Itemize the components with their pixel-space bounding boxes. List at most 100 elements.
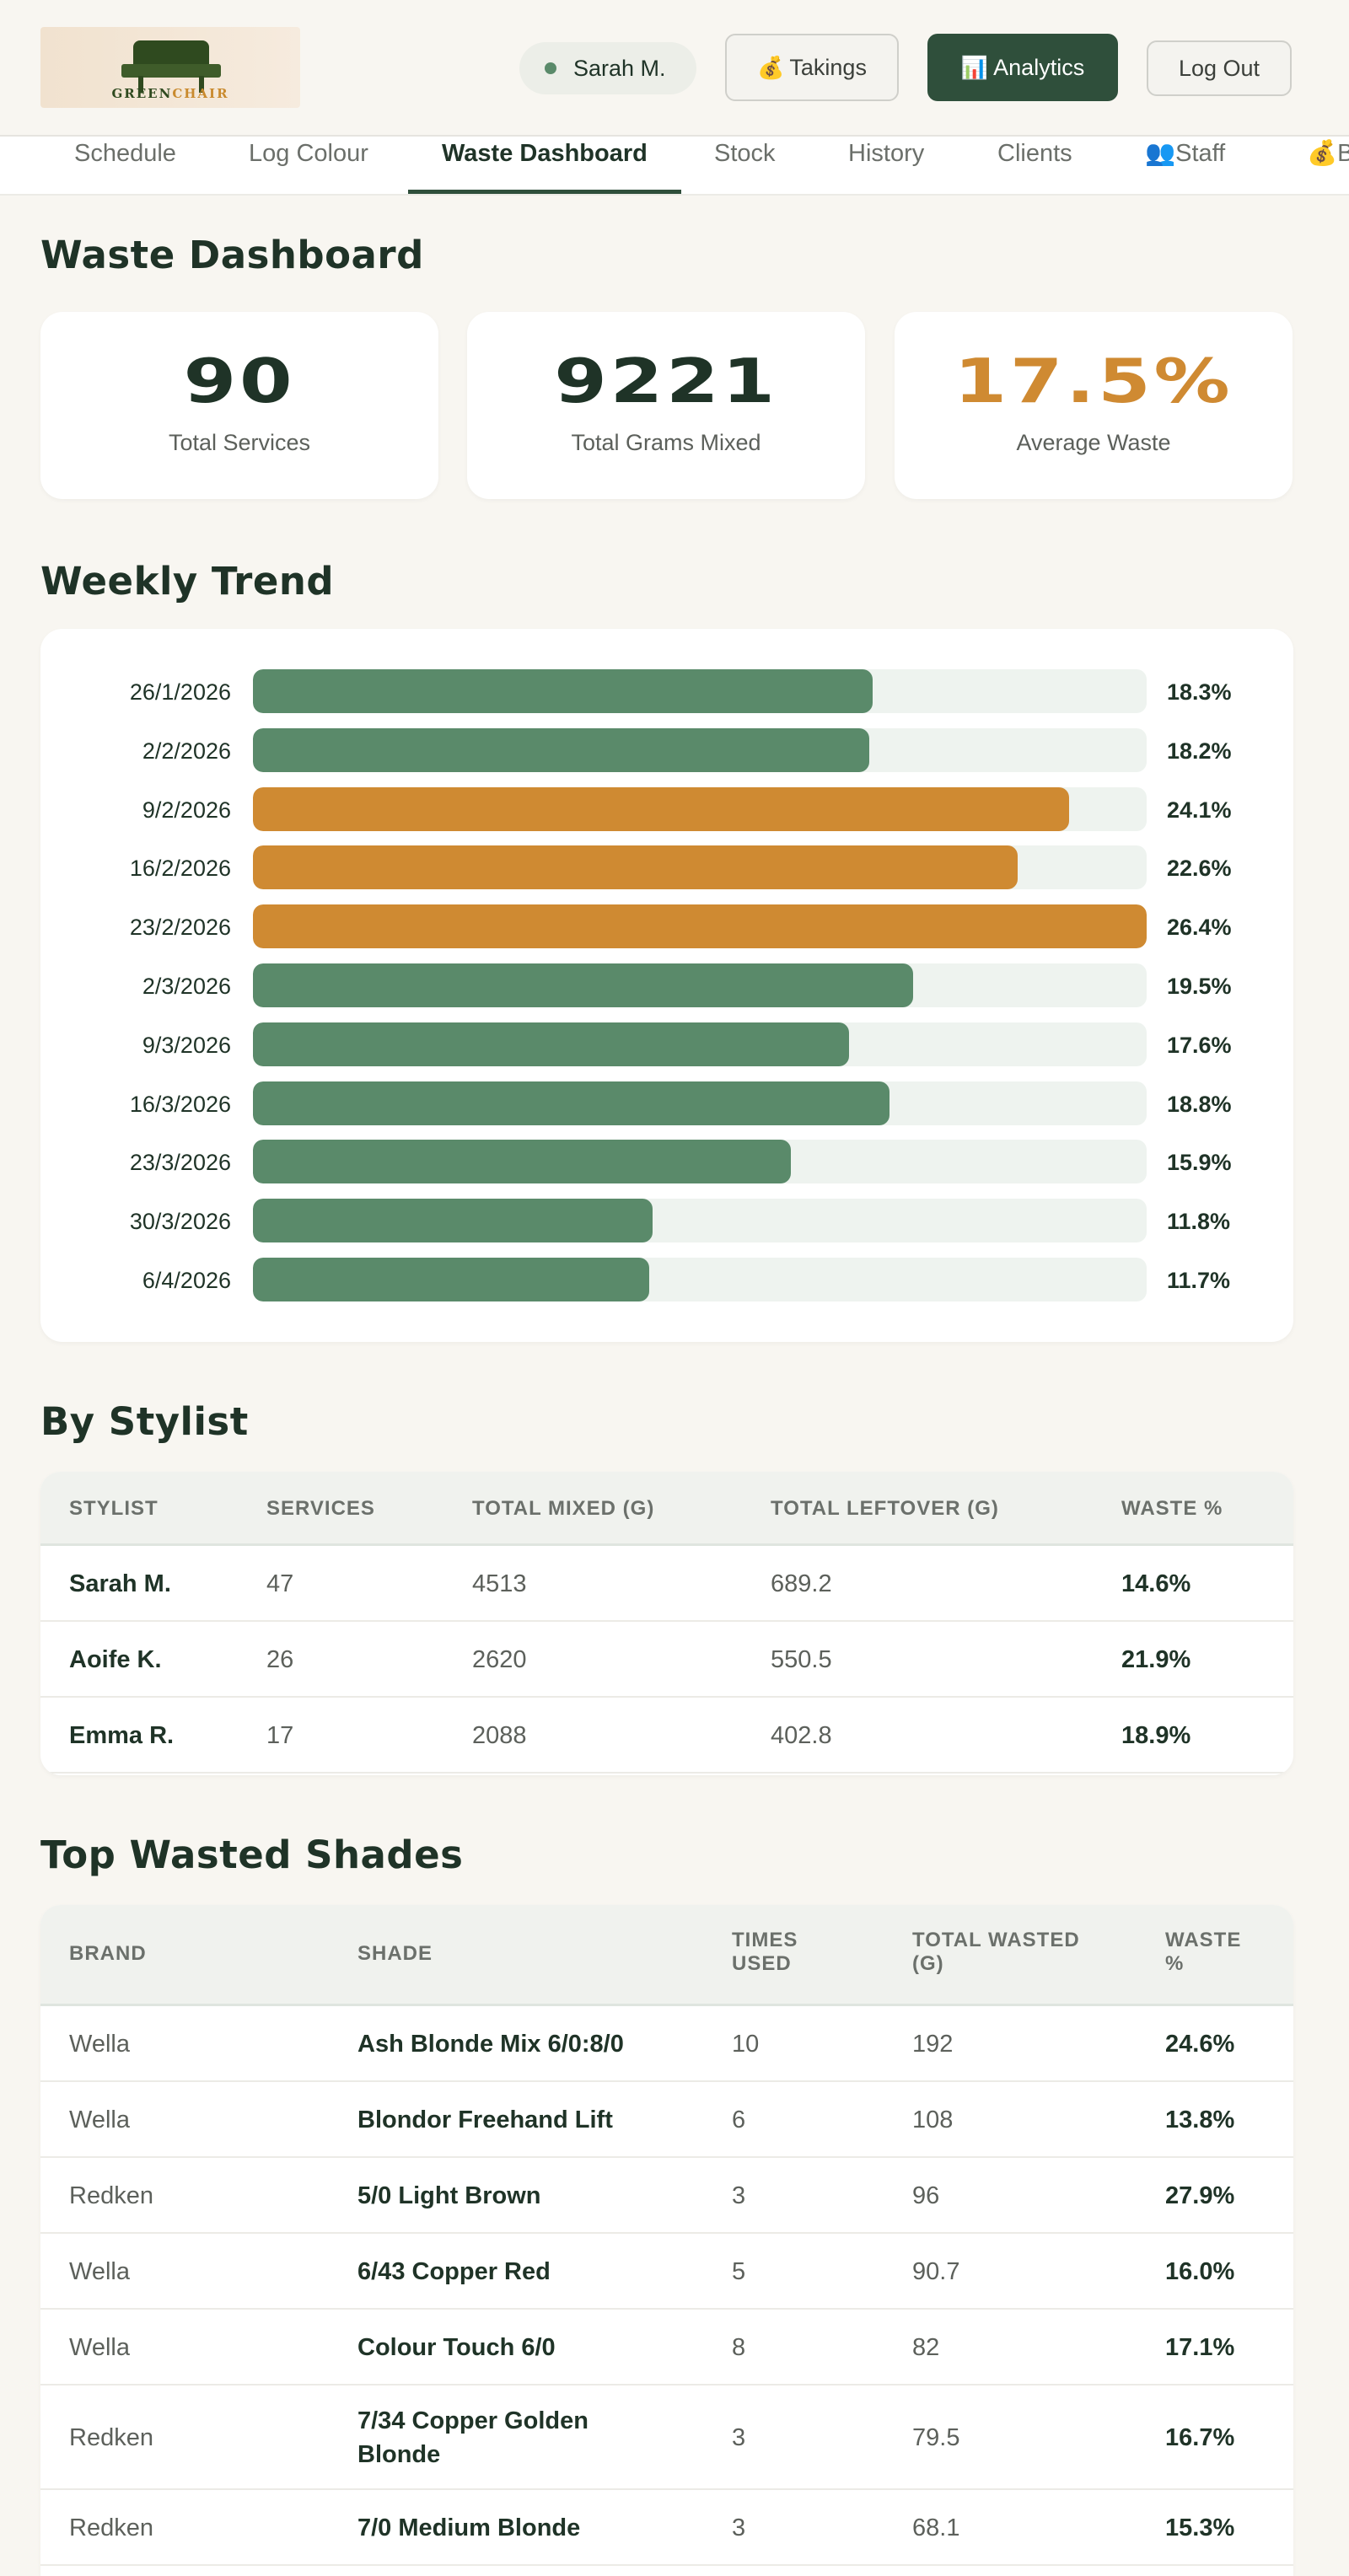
trend-row: 30/3/2026 11.8%	[40, 1199, 1293, 1243]
table-row[interactable]: Wella 6/43 Copper Red 5 90.7 16.0%	[40, 2234, 1293, 2310]
table-cell: Wella	[69, 2334, 130, 2361]
column-header[interactable]: SHADE	[357, 1942, 433, 1965]
user-badge: Sarah M.	[519, 42, 696, 94]
table-cell: 82	[912, 2334, 940, 2361]
nav-tabs: Schedule Log Colour Waste Dashboard Stoc…	[0, 137, 1349, 196]
trend-bar	[253, 1140, 792, 1184]
analytics-button[interactable]: 📊 Analytics	[927, 34, 1118, 101]
tab-schedule[interactable]: Schedule	[74, 137, 176, 194]
column-header[interactable]: WASTE %	[1165, 1929, 1242, 1975]
tab-history[interactable]: History	[848, 137, 924, 194]
table-cell: 16.7%	[1165, 2424, 1235, 2451]
trend-value-label: 26.4%	[1167, 915, 1232, 941]
trend-value-label: 18.2%	[1167, 738, 1232, 764]
column-header[interactable]: SERVICES	[266, 1497, 375, 1520]
column-header[interactable]: TOTAL MIXED (G)	[472, 1497, 655, 1520]
table-row[interactable]: Wella Colour Touch 6/0 8 82 17.1%	[40, 2310, 1293, 2385]
table-cell: 108	[912, 2106, 954, 2133]
table-cell: 5/0 Light Brown	[357, 2182, 541, 2209]
table-cell: Emma R.	[69, 1722, 175, 1749]
trend-week-label: 6/4/2026	[142, 1268, 231, 1293]
table-cell: 26	[266, 1646, 294, 1673]
by-stylist-title: By Stylist	[40, 1399, 249, 1444]
green-chair-logo[interactable]: GREENCHAIR	[40, 27, 300, 108]
column-header[interactable]: TIMES USED	[732, 1929, 798, 1975]
table-row[interactable]: Wella Blondor Freehand Lift 6 108 13.8%	[40, 2082, 1293, 2158]
app-header: GREENCHAIR Sarah M. 💰 Takings 📊 Analytic…	[0, 0, 1349, 137]
trend-row: 16/3/2026 18.8%	[40, 1081, 1293, 1125]
trend-value-label: 11.8%	[1167, 1209, 1231, 1235]
trend-row: 9/3/2026 17.6%	[40, 1022, 1293, 1066]
trend-bar-track	[253, 1022, 1147, 1066]
table-cell: 3	[732, 2424, 746, 2451]
tab-label: History	[848, 140, 925, 167]
online-status-icon	[545, 62, 556, 74]
table-cell: 90.7	[912, 2258, 960, 2285]
tab-waste-dashboard[interactable]: Waste Dashboard	[408, 137, 681, 194]
table-cell: Wella	[69, 2031, 130, 2058]
tab-stock[interactable]: Stock	[714, 137, 776, 194]
trend-value-label: 11.7%	[1167, 1268, 1231, 1293]
tab-label: Staff	[1175, 140, 1226, 167]
table-row[interactable]: Redken 5/0 Light Brown 3 96 27.9%	[40, 2158, 1293, 2234]
table-header: BRAND SHADE TIMES USED TOTAL WASTED (G) …	[40, 1905, 1293, 2006]
table-row[interactable]: Aoife K. 26 2620 550.5 21.9%	[40, 1622, 1293, 1698]
trend-bar-track	[253, 1081, 1147, 1125]
column-header[interactable]: WASTE %	[1121, 1497, 1223, 1520]
table-cell: 6	[732, 2106, 746, 2133]
stat-card-average-waste: 17.5% Average Waste	[895, 312, 1293, 499]
chair-leg-shape	[199, 76, 204, 93]
trend-value-label: 17.6%	[1167, 1032, 1232, 1058]
column-header[interactable]: TOTAL LEFTOVER (G)	[771, 1497, 999, 1520]
column-header[interactable]: BRAND	[69, 1942, 147, 1965]
trend-row: 9/2/2026 24.1%	[40, 786, 1293, 831]
logo-text-main: GREEN	[111, 86, 173, 101]
table-row[interactable]: Wella Ash Blonde Mix 6/0:8/0 10 192 24.6%	[40, 2006, 1293, 2082]
table-cell: Ash Blonde Mix 6/0:8/0	[357, 2031, 624, 2058]
takings-button[interactable]: 💰 Takings	[725, 34, 899, 101]
trend-bar	[253, 1199, 653, 1243]
table-cell: 8	[732, 2334, 746, 2361]
analytics-label: Analytics	[993, 54, 1085, 80]
trend-bar-track	[253, 963, 1147, 1007]
table-cell: 3	[732, 2182, 746, 2209]
trend-bar	[253, 786, 1069, 831]
logo-text: GREENCHAIR	[40, 86, 300, 101]
trend-bar-track	[253, 845, 1147, 890]
tab-log-colour[interactable]: Log Colour	[249, 137, 368, 194]
trend-bar-track	[253, 1140, 1147, 1184]
table-cell: 7/34 Copper Golden Blonde	[357, 2407, 589, 2468]
table-cell: 79.5	[912, 2424, 960, 2451]
stat-label: Total Services	[168, 430, 311, 455]
column-header[interactable]: STYLIST	[69, 1497, 159, 1520]
tab-clients[interactable]: Clients	[997, 137, 1072, 194]
logout-button[interactable]: Log Out	[1147, 40, 1292, 96]
table-row[interactable]: Redken 7/0 Medium Blonde 3 68.1 15.3%	[40, 2490, 1293, 2566]
table-row[interactable]: Sarah M. 47 4513 689.2 14.6%	[40, 1546, 1293, 1622]
trend-bar-track	[253, 669, 1147, 713]
table-cell: 13.8%	[1165, 2106, 1235, 2133]
stat-label: Average Waste	[1016, 430, 1171, 455]
trend-bar	[253, 1081, 889, 1125]
table-row[interactable]: Redken 7/34 Copper Golden Blonde 3 79.5 16.7…	[40, 2385, 1293, 2490]
tab-b[interactable]: 💰B	[1307, 137, 1349, 194]
column-header[interactable]: TOTAL WASTED (G)	[912, 1929, 1080, 1975]
logo-text-accent: CHAIR	[172, 86, 229, 101]
table-row[interactable]: Emma R. 17 2088 402.8 18.9%	[40, 1698, 1293, 1774]
tab-staff[interactable]: 👥Staff	[1145, 137, 1225, 194]
trend-week-label: 23/2/2026	[129, 915, 231, 941]
table-cell: 14.6%	[1121, 1570, 1191, 1597]
trend-row: 16/2/2026 22.6%	[40, 845, 1293, 890]
trend-bar	[253, 1022, 849, 1066]
table-cell: 192	[912, 2031, 954, 2058]
trend-row: 2/3/2026 19.5%	[40, 963, 1293, 1007]
stat-label: Total Grams Mixed	[571, 430, 761, 455]
top-wasted-shades-table: BRAND SHADE TIMES USED TOTAL WASTED (G) …	[40, 1905, 1293, 2576]
trend-week-label: 9/3/2026	[142, 1032, 231, 1058]
trend-bar	[253, 669, 873, 713]
chair-logo-icon	[133, 40, 209, 66]
table-cell: 17.1%	[1165, 2334, 1235, 2361]
trend-week-label: 26/1/2026	[129, 679, 231, 705]
table-cell: Blondor Freehand Lift	[357, 2106, 613, 2133]
table-cell: 2088	[472, 1722, 527, 1749]
